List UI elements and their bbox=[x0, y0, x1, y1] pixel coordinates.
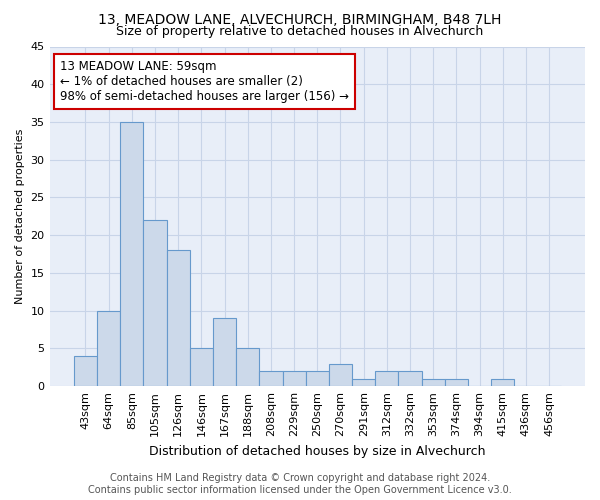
Bar bbox=[213, 318, 236, 386]
Bar bbox=[445, 378, 468, 386]
Bar bbox=[143, 220, 167, 386]
Bar bbox=[352, 378, 375, 386]
Bar bbox=[259, 371, 283, 386]
Bar bbox=[329, 364, 352, 386]
Bar bbox=[398, 371, 422, 386]
Bar bbox=[491, 378, 514, 386]
Bar bbox=[283, 371, 305, 386]
X-axis label: Distribution of detached houses by size in Alvechurch: Distribution of detached houses by size … bbox=[149, 444, 485, 458]
Text: 13, MEADOW LANE, ALVECHURCH, BIRMINGHAM, B48 7LH: 13, MEADOW LANE, ALVECHURCH, BIRMINGHAM,… bbox=[98, 12, 502, 26]
Text: 13 MEADOW LANE: 59sqm
← 1% of detached houses are smaller (2)
98% of semi-detach: 13 MEADOW LANE: 59sqm ← 1% of detached h… bbox=[60, 60, 349, 103]
Bar bbox=[190, 348, 213, 386]
Bar bbox=[167, 250, 190, 386]
Bar bbox=[74, 356, 97, 386]
Y-axis label: Number of detached properties: Number of detached properties bbox=[15, 128, 25, 304]
Bar bbox=[375, 371, 398, 386]
Bar bbox=[422, 378, 445, 386]
Bar bbox=[97, 310, 120, 386]
Bar bbox=[236, 348, 259, 386]
Text: Contains HM Land Registry data © Crown copyright and database right 2024.
Contai: Contains HM Land Registry data © Crown c… bbox=[88, 474, 512, 495]
Bar bbox=[305, 371, 329, 386]
Text: Size of property relative to detached houses in Alvechurch: Size of property relative to detached ho… bbox=[116, 25, 484, 38]
Bar bbox=[120, 122, 143, 386]
